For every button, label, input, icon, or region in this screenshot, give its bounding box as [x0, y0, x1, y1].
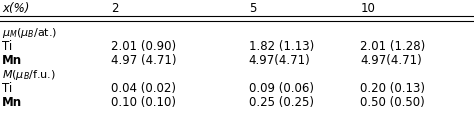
Text: 1.82 (1.13): 1.82 (1.13): [249, 40, 314, 53]
Text: 4.97(4.71): 4.97(4.71): [360, 54, 422, 67]
Text: $M(\mu_B$/f.u.): $M(\mu_B$/f.u.): [2, 68, 56, 82]
Text: 0.25 (0.25): 0.25 (0.25): [249, 96, 314, 109]
Text: 2.01 (0.90): 2.01 (0.90): [111, 40, 176, 53]
Text: 0.10 (0.10): 0.10 (0.10): [111, 96, 176, 109]
Text: $\mu_M(\mu_B$/at.): $\mu_M(\mu_B$/at.): [2, 26, 57, 40]
Text: 2.01 (1.28): 2.01 (1.28): [360, 40, 426, 53]
Text: 0.50 (0.50): 0.50 (0.50): [360, 96, 425, 109]
Text: Ti: Ti: [2, 40, 13, 53]
Text: 5: 5: [249, 2, 256, 15]
Text: 0.09 (0.06): 0.09 (0.06): [249, 82, 314, 95]
Text: 0.20 (0.13): 0.20 (0.13): [360, 82, 425, 95]
Text: 0.04 (0.02): 0.04 (0.02): [111, 82, 176, 95]
Text: 10: 10: [360, 2, 375, 15]
Text: 4.97 (4.71): 4.97 (4.71): [111, 54, 177, 67]
Text: Mn: Mn: [2, 96, 22, 109]
Text: 4.97(4.71): 4.97(4.71): [249, 54, 310, 67]
Text: x(%): x(%): [2, 2, 30, 15]
Text: Mn: Mn: [2, 54, 22, 67]
Text: Ti: Ti: [2, 82, 13, 95]
Text: 2: 2: [111, 2, 119, 15]
